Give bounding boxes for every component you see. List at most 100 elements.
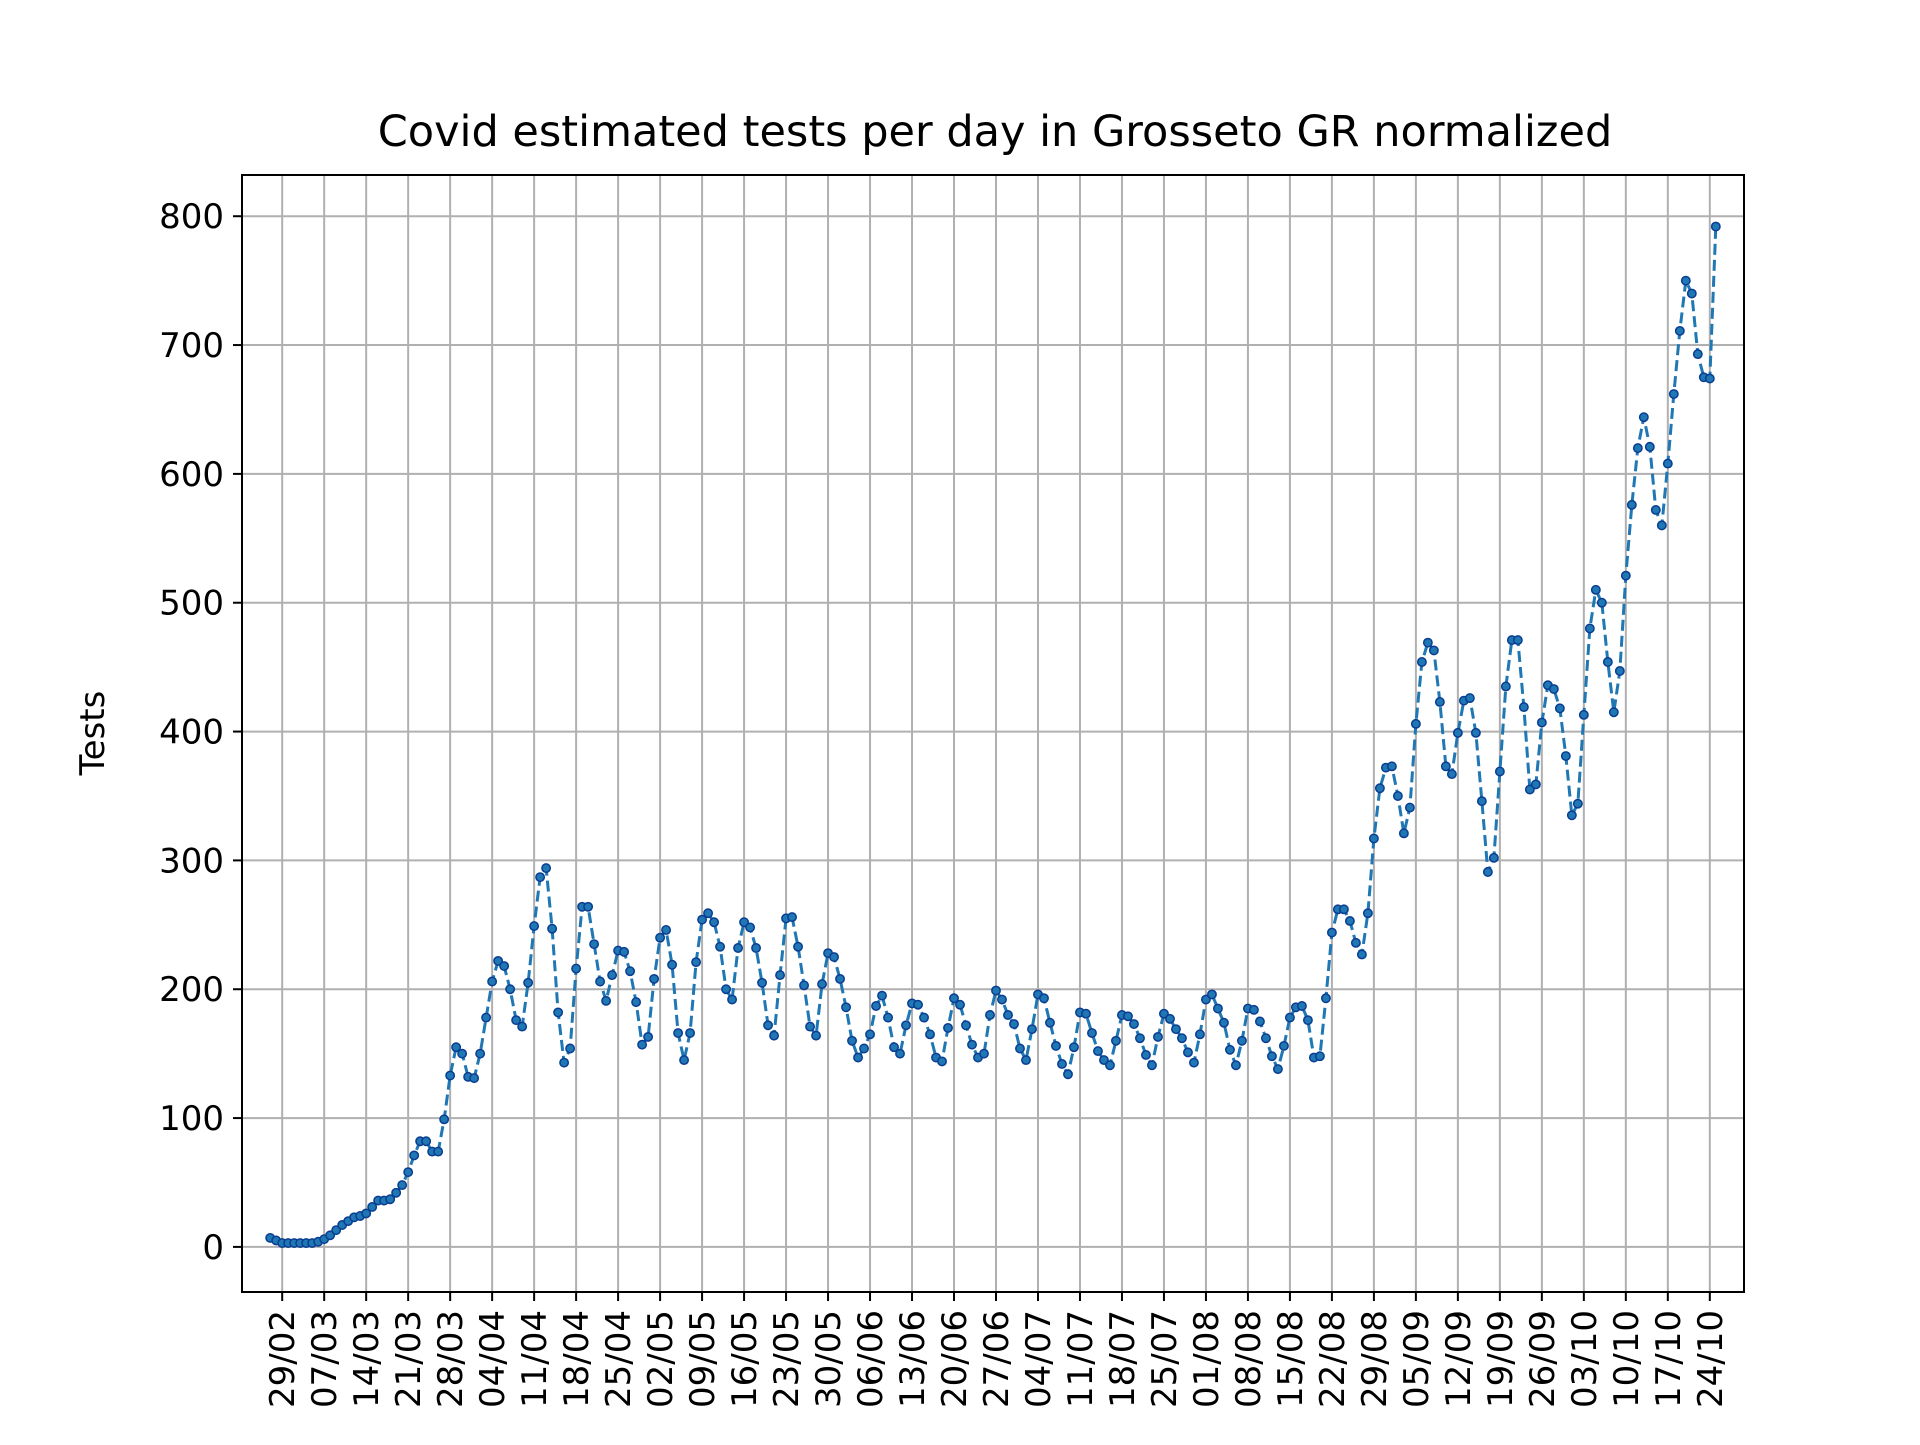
data-point: [1428, 645, 1439, 656]
x-tick-label: 30/05: [809, 1310, 849, 1408]
data-point: [829, 952, 839, 962]
data-point: [475, 1048, 486, 1059]
data-point: [1230, 1060, 1241, 1071]
data-point: [445, 1070, 456, 1081]
x-tick-label: 29/08: [1355, 1310, 1395, 1408]
data-point: [1183, 1047, 1193, 1058]
data-point: [1638, 412, 1649, 423]
data-point: [1218, 1017, 1229, 1028]
data-point: [1063, 1069, 1073, 1080]
x-tick-label: 05/09: [1397, 1310, 1437, 1408]
data-point: [745, 922, 756, 933]
x-tick-label: 24/10: [1691, 1310, 1731, 1408]
data-point: [1410, 718, 1421, 729]
x-tick-label: 28/03: [431, 1310, 471, 1408]
data-point: [1206, 989, 1217, 1000]
data-point: [481, 1012, 492, 1023]
data-point: [565, 1043, 576, 1054]
data-point: [751, 943, 762, 953]
data-point: [1224, 1044, 1235, 1055]
data-point: [595, 976, 606, 987]
data-point: [1692, 349, 1703, 360]
data-point: [583, 901, 594, 912]
data-point: [691, 957, 702, 968]
data-point: [1123, 1011, 1133, 1022]
data-point: [1374, 783, 1385, 794]
data-point: [1272, 1064, 1283, 1075]
data-point: [1674, 325, 1685, 336]
y-tick-label: 400: [159, 713, 224, 753]
data-point: [1590, 584, 1601, 595]
data-point: [433, 1146, 444, 1157]
data-point: [409, 1150, 420, 1161]
data-series: [265, 221, 1721, 1248]
data-point: [1039, 993, 1049, 1004]
data-point: [1392, 791, 1403, 801]
data-point: [859, 1043, 869, 1054]
data-point: [421, 1136, 432, 1147]
data-point: [841, 1002, 851, 1013]
data-point: [1656, 520, 1667, 531]
data-point: [985, 1010, 995, 1020]
data-point: [439, 1114, 450, 1125]
x-tick-label: 25/04: [599, 1310, 639, 1408]
data-point: [1141, 1049, 1151, 1060]
data-point: [1009, 1019, 1019, 1029]
data-point: [1602, 657, 1613, 667]
x-tick-label: 02/05: [641, 1310, 681, 1408]
data-point: [331, 1225, 342, 1236]
data-point: [523, 977, 534, 988]
y-tick-label: 700: [159, 326, 224, 366]
x-tick-label: 16/05: [725, 1310, 765, 1408]
axes: 0 100 200 300 400 500 600 700 800 29/02 07/03 14/03…: [159, 197, 1731, 1408]
data-point: [1404, 802, 1415, 813]
data-point: [1578, 709, 1589, 720]
x-tick-label: 09/05: [683, 1310, 723, 1408]
data-point: [1668, 389, 1679, 399]
data-point: [1129, 1019, 1139, 1029]
data-point: [871, 1001, 881, 1011]
data-point: [553, 1007, 564, 1018]
data-point: [1135, 1033, 1145, 1044]
data-point: [1650, 505, 1661, 515]
data-point: [787, 912, 797, 923]
data-point: [1620, 570, 1631, 581]
data-point: [367, 1202, 378, 1212]
data-point: [1081, 1008, 1091, 1019]
x-tick-label: 06/06: [851, 1310, 891, 1408]
data-point: [1710, 221, 1721, 232]
data-point: [1452, 727, 1463, 738]
data-point: [1284, 1012, 1295, 1023]
data-point: [1212, 1003, 1223, 1014]
grid-lines: [242, 175, 1744, 1292]
x-tick-label: 21/03: [389, 1310, 429, 1408]
data-point: [1153, 1031, 1163, 1042]
x-tick-label: 14/03: [347, 1310, 387, 1408]
data-point: [733, 943, 744, 953]
data-point: [1338, 904, 1349, 915]
data-point: [1626, 499, 1637, 510]
data-point: [661, 925, 672, 935]
data-point: [1344, 916, 1355, 926]
data-point: [643, 1031, 654, 1042]
data-point: [1069, 1042, 1079, 1053]
data-point: [1105, 1060, 1115, 1071]
data-point: [1446, 769, 1457, 780]
data-point: [1159, 1008, 1169, 1019]
data-point: [1093, 1046, 1103, 1057]
x-tick-label: 26/09: [1523, 1310, 1563, 1408]
chart-title: Covid estimated tests per day in Grosset…: [378, 107, 1613, 157]
data-point: [547, 923, 558, 934]
x-tick-label: 12/09: [1439, 1310, 1479, 1408]
data-point: [1494, 766, 1505, 777]
data-point: [391, 1187, 402, 1198]
data-point: [1356, 949, 1367, 960]
data-point: [811, 1030, 821, 1041]
data-point: [1296, 1001, 1307, 1011]
data-point: [1087, 1028, 1097, 1038]
data-point: [1386, 761, 1397, 772]
data-point: [709, 917, 720, 928]
x-tick-label: 04/04: [473, 1310, 513, 1408]
data-point: [901, 1020, 911, 1031]
